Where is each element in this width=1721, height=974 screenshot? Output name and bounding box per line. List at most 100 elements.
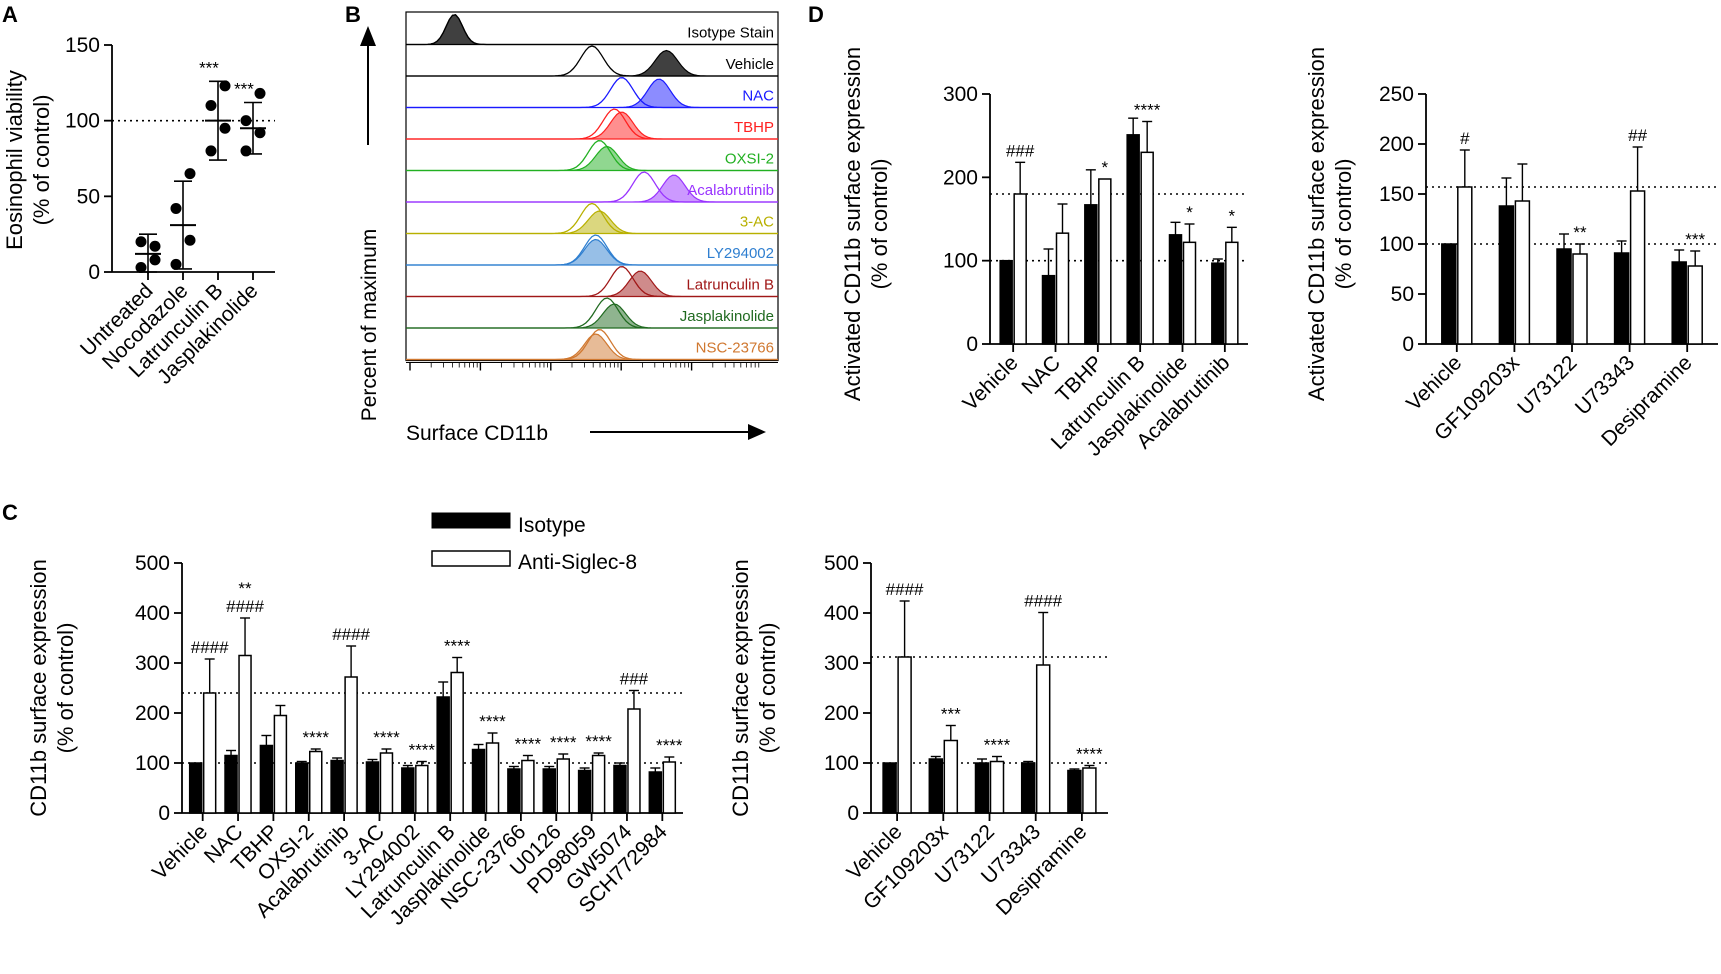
c2-bar-isotype-2 — [974, 762, 990, 814]
c1-bar-isotype-0 — [188, 762, 203, 814]
c1-bar-siglec-2 — [273, 714, 288, 814]
c1-bar-isotype-9 — [507, 768, 521, 814]
panel-c-left-bars: 0 100 200 300 400 500 CD11b surface expression… — [26, 552, 683, 930]
b-y-label: Percent of maximum — [358, 229, 381, 422]
a-y-tick-label-1: 50 — [77, 185, 100, 208]
c1-sig-4-0: #### — [332, 625, 370, 644]
b-outline-peak-0 — [406, 14, 778, 46]
c1-bar-siglec-12 — [627, 708, 641, 814]
b-y-arrow-head — [360, 26, 376, 46]
d1-y-tick-label-0: 0 — [966, 333, 978, 356]
b-outline-peak-3 — [406, 108, 778, 140]
c1-sig-1-1: ** — [238, 579, 252, 598]
d2-bar-isotype-1 — [1498, 205, 1515, 345]
c1-bar-siglec-3 — [309, 750, 323, 814]
c1-y-label-0: CD11b surface expression — [26, 559, 51, 817]
d2-sig-3-0: ## — [1628, 126, 1647, 145]
panel-c-right-bars: 0 100 200 300 400 500 CD11b surface expression… — [728, 552, 1108, 920]
d1-y-tick-label-2: 200 — [943, 166, 978, 189]
c2-sig-1-0: *** — [941, 705, 961, 724]
panel-label-a: A — [2, 2, 18, 27]
c2-sig-2-0: **** — [984, 736, 1011, 755]
c1-y-tick-label-1: 100 — [135, 752, 170, 775]
c1-bar-isotype-3 — [295, 762, 309, 814]
c1-bar-siglec-5 — [379, 752, 394, 814]
c1-bar-siglec-13 — [662, 761, 677, 814]
d2-y-tick-label-4: 200 — [1379, 133, 1414, 156]
c1-bar-siglec-9 — [521, 759, 535, 814]
panel-label-d: D — [808, 2, 824, 27]
c1-bar-isotype-4 — [330, 759, 344, 814]
c1-sig-7-0: **** — [444, 637, 471, 656]
d1-sig-4-0: * — [1186, 203, 1193, 222]
b-outline-peak-7 — [406, 234, 778, 266]
d1-sig-0-0: ### — [1006, 141, 1035, 160]
c2-y-tick-label-1: 100 — [824, 752, 859, 775]
c2-bar-siglec-0 — [897, 656, 912, 814]
a-point-3-3 — [254, 87, 266, 99]
c1-sig-10-0: **** — [550, 733, 577, 752]
b-track-label-4: OXSI-2 — [725, 151, 774, 168]
c1-bar-isotype-6 — [401, 767, 415, 814]
legend-siglec-label: Anti-Siglec-8 — [518, 551, 637, 574]
a-point-3-2 — [240, 115, 252, 127]
b-track-label-8: Latrunculin B — [686, 277, 774, 294]
a-sig-2: *** — [199, 58, 219, 77]
d1-y-tick-label-3: 300 — [943, 83, 978, 106]
c2-y-tick-label-0: 0 — [847, 802, 859, 825]
c1-bar-isotype-1 — [224, 754, 238, 814]
c1-bar-siglec-8 — [485, 742, 500, 814]
c2-sig-4-0: **** — [1076, 745, 1103, 764]
d2-y-tick-label-3: 150 — [1379, 183, 1414, 206]
c2-y-tick-label-3: 300 — [824, 652, 859, 675]
c1-sig-9-0: **** — [515, 735, 542, 754]
d1-bar-isotype-3 — [1126, 134, 1140, 345]
b-track-label-10: NSC-23766 — [696, 340, 774, 357]
c1-bar-isotype-13 — [648, 771, 663, 814]
d1-bar-isotype-5 — [1211, 262, 1225, 345]
a-point-2-2 — [205, 100, 217, 112]
d1-bar-siglec-4 — [1182, 241, 1197, 345]
b-outline-peak-2 — [406, 77, 778, 109]
b-x-label: Surface CD11b — [406, 422, 548, 445]
c1-sig-11-0: **** — [585, 732, 612, 751]
c1-sig-12-0: ### — [620, 670, 649, 689]
c1-y-tick-label-2: 200 — [135, 702, 170, 725]
a-point-0-1 — [149, 254, 161, 266]
a-point-3-0 — [240, 145, 252, 157]
panel-a-scatter: 0 50 100 150 Eosinophil viability (% of contr… — [2, 34, 275, 389]
c2-bar-siglec-4 — [1082, 767, 1097, 814]
d1-y-tick-label-1: 100 — [943, 250, 978, 273]
d1-bar-siglec-3 — [1140, 151, 1154, 345]
d1-sig-2-0: * — [1102, 158, 1109, 177]
c2-bar-isotype-3 — [1020, 762, 1036, 814]
d1-bar-siglec-1 — [1055, 232, 1070, 345]
c1-bar-siglec-4 — [344, 676, 358, 814]
d2-y-tick-label-5: 250 — [1379, 83, 1414, 106]
c1-sig-8-0: **** — [479, 712, 506, 731]
b-track-label-3: TBHP — [734, 119, 774, 136]
b-outline-peak-8 — [406, 266, 778, 298]
d2-bar-isotype-0 — [1441, 243, 1457, 345]
c1-bar-isotype-2 — [259, 744, 274, 814]
d1-bar-siglec-5 — [1225, 241, 1239, 345]
d2-bar-siglec-4 — [1687, 265, 1703, 345]
d2-bar-isotype-2 — [1556, 248, 1572, 345]
c1-y-tick-label-4: 400 — [135, 602, 170, 625]
c1-sig-1-0: #### — [226, 597, 264, 616]
c1-sig-6-0: **** — [409, 741, 436, 760]
c1-bar-isotype-5 — [365, 761, 380, 814]
b-filled-peak-1 — [406, 49, 778, 77]
a-sig-3: *** — [234, 80, 254, 99]
b-outline-peak-1 — [406, 45, 778, 77]
a-y-label-1: (% of control) — [29, 95, 54, 226]
d1-sig-5-0: * — [1229, 206, 1236, 225]
b-track-label-1: Vehicle — [726, 56, 774, 73]
c1-bar-siglec-11 — [591, 754, 606, 814]
c2-sig-0-0: #### — [886, 580, 924, 599]
c1-bar-isotype-12 — [613, 764, 627, 814]
c1-bar-siglec-0 — [202, 692, 217, 814]
d2-sig-4-0: *** — [1685, 230, 1705, 249]
c1-bar-isotype-8 — [471, 748, 486, 814]
